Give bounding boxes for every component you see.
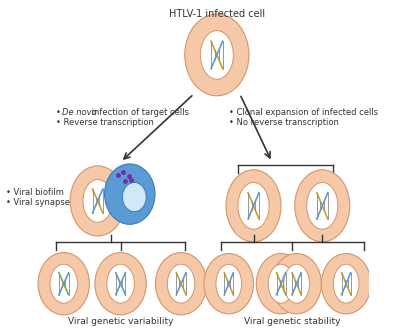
Ellipse shape xyxy=(70,166,125,236)
Text: • Viral biofilm: • Viral biofilm xyxy=(6,188,64,197)
Text: • Viral synapse: • Viral synapse xyxy=(6,198,70,207)
Ellipse shape xyxy=(204,254,253,314)
Text: infection of target cells: infection of target cells xyxy=(89,109,189,117)
Ellipse shape xyxy=(295,170,350,242)
Ellipse shape xyxy=(105,164,155,224)
Ellipse shape xyxy=(284,264,310,303)
Ellipse shape xyxy=(185,14,249,96)
Text: De novo: De novo xyxy=(62,109,97,117)
Ellipse shape xyxy=(272,254,321,314)
Ellipse shape xyxy=(307,182,338,229)
Ellipse shape xyxy=(238,182,269,229)
Ellipse shape xyxy=(156,253,207,315)
Ellipse shape xyxy=(50,264,77,303)
Text: Viral genetic variability: Viral genetic variability xyxy=(68,317,173,326)
Ellipse shape xyxy=(256,254,306,314)
Text: • Reverse transcription: • Reverse transcription xyxy=(57,118,154,127)
Text: HTLV-1 infected cell: HTLV-1 infected cell xyxy=(169,9,265,19)
Text: Viral genetic stability: Viral genetic stability xyxy=(244,317,340,326)
Ellipse shape xyxy=(216,264,242,303)
Text: •: • xyxy=(57,109,64,117)
Ellipse shape xyxy=(200,31,233,79)
Ellipse shape xyxy=(83,179,112,222)
Text: • Clonal expansion of infected cells: • Clonal expansion of infected cells xyxy=(229,109,378,117)
Ellipse shape xyxy=(38,253,89,315)
Ellipse shape xyxy=(333,264,359,303)
Ellipse shape xyxy=(321,254,371,314)
Ellipse shape xyxy=(122,182,146,212)
Ellipse shape xyxy=(167,264,195,303)
Ellipse shape xyxy=(226,170,281,242)
Text: • No reverse transcription: • No reverse transcription xyxy=(229,118,339,127)
Ellipse shape xyxy=(95,253,146,315)
Ellipse shape xyxy=(107,264,134,303)
Ellipse shape xyxy=(268,264,294,303)
